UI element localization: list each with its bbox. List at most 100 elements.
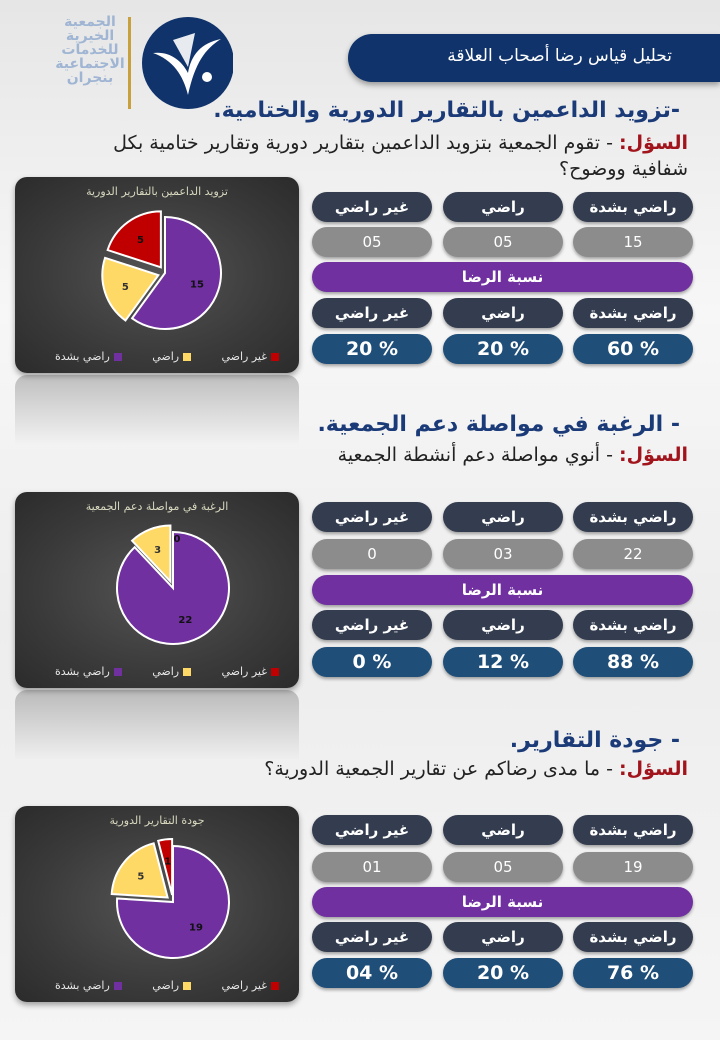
legend-item: راضي bbox=[152, 350, 192, 363]
percent-very-satisfied: % 88 bbox=[573, 647, 693, 677]
pie-data-label: 22 bbox=[178, 615, 192, 626]
logo-emblem-icon bbox=[142, 17, 233, 109]
chart-title: جودة التقارير الدورية bbox=[109, 814, 205, 827]
legend-item: غير راضي bbox=[221, 979, 279, 992]
label-satisfied: راضي bbox=[443, 298, 563, 328]
section-heading: -تزويد الداعمين بالتقارير الدورية والختا… bbox=[213, 98, 680, 123]
count-not-satisfied: 0 bbox=[312, 539, 432, 569]
organization-logo: الجمعية الخيرية للخدمات الاجتماعية بنجرا… bbox=[55, 15, 235, 120]
pie-slice bbox=[116, 530, 230, 645]
chart-title: تزويد الداعمين بالتقارير الدورية bbox=[86, 185, 228, 198]
section-question: السؤل: - أنوي مواصلة دعم أنشطة الجمعية bbox=[60, 442, 688, 468]
legend-label: راضي بشدة bbox=[55, 665, 110, 678]
question-text: - تقوم الجمعية بتزويد الداعمين بتقارير د… bbox=[113, 132, 688, 180]
legend-item: راضي bbox=[152, 979, 192, 992]
pie-data-label: 5 bbox=[137, 235, 144, 246]
logo-line: للخدمات bbox=[61, 42, 119, 58]
legend-label: راضي bbox=[152, 350, 180, 363]
pie-slice bbox=[156, 838, 174, 896]
legend-swatch bbox=[113, 981, 122, 990]
logo-line: الخيرية bbox=[65, 28, 115, 44]
question-text: - أنوي مواصلة دعم أنشطة الجمعية bbox=[337, 444, 613, 466]
question-label: السؤل: bbox=[619, 132, 688, 154]
legend-label: غير راضي bbox=[221, 979, 267, 992]
legend-label: غير راضي bbox=[221, 665, 267, 678]
label-very-satisfied: راضي بشدة bbox=[573, 815, 693, 845]
label-not-satisfied: غير راضي bbox=[312, 610, 432, 640]
label-not-satisfied: غير راضي bbox=[312, 298, 432, 328]
pie-chart-panel: الرغبة في مواصلة دعم الجمعية 22 3 0 راضي ب… bbox=[15, 492, 299, 688]
chart-legend: راضي بشدة راضي غير راضي bbox=[55, 979, 279, 992]
pie-chart-panel: تزويد الداعمين بالتقارير الدورية 15 5 5 را… bbox=[15, 177, 299, 373]
count-not-satisfied: 05 bbox=[312, 227, 432, 257]
percent-very-satisfied: % 60 bbox=[573, 334, 693, 364]
question-label: السؤل: bbox=[619, 444, 688, 466]
pie-slice bbox=[101, 256, 160, 322]
legend-swatch bbox=[113, 667, 122, 676]
satisfaction-ratio-bar: نسبة الرضا bbox=[312, 575, 693, 605]
pie-data-label: 15 bbox=[190, 279, 204, 290]
percent-satisfied: % 20 bbox=[443, 334, 563, 364]
label-satisfied: راضي bbox=[443, 815, 563, 845]
chart-reflection bbox=[15, 375, 299, 445]
legend-item: راضي بشدة bbox=[55, 350, 122, 363]
label-very-satisfied: راضي بشدة bbox=[573, 192, 693, 222]
pie-data-label: 0 bbox=[174, 534, 181, 545]
label-satisfied: راضي bbox=[443, 502, 563, 532]
logo-text: الجمعية الخيرية للخدمات الاجتماعية بنجرا… bbox=[55, 15, 125, 85]
section-heading: - جودة التقارير. bbox=[509, 728, 680, 753]
pie-data-label: 5 bbox=[137, 871, 144, 882]
section-question: السؤل: - تقوم الجمعية بتزويد الداعمين بت… bbox=[60, 130, 688, 182]
legend-label: راضي بشدة bbox=[55, 350, 110, 363]
pie-chart: 22 3 0 bbox=[116, 524, 230, 645]
legend-item: راضي بشدة bbox=[55, 665, 122, 678]
pie-slice bbox=[130, 524, 172, 585]
pie-data-label: 5 bbox=[122, 282, 129, 293]
logo-divider bbox=[128, 17, 131, 109]
legend-swatch bbox=[271, 667, 279, 676]
count-satisfied: 03 bbox=[443, 539, 563, 569]
logo-line: الاجتماعية bbox=[55, 56, 125, 72]
pie-chart-panel: جودة التقارير الدورية 19 5 1 راضي بشدة راض… bbox=[15, 806, 299, 1002]
count-very-satisfied: 15 bbox=[573, 227, 693, 257]
chart-reflection bbox=[15, 690, 299, 760]
label-very-satisfied: راضي بشدة bbox=[573, 610, 693, 640]
label-satisfied: راضي bbox=[443, 192, 563, 222]
legend-swatch bbox=[183, 981, 192, 990]
legend-item: غير راضي bbox=[221, 350, 279, 363]
count-not-satisfied: 01 bbox=[312, 852, 432, 882]
pie-slice bbox=[130, 215, 222, 330]
legend-swatch bbox=[183, 667, 192, 676]
percent-not-satisfied: % 20 bbox=[312, 334, 432, 364]
percent-satisfied: % 12 bbox=[443, 647, 563, 677]
label-satisfied: راضي bbox=[443, 922, 563, 952]
section-heading: - الرغبة في مواصلة دعم الجمعية. bbox=[317, 412, 680, 437]
percent-not-satisfied: % 04 bbox=[312, 958, 432, 988]
satisfaction-ratio-bar: نسبة الرضا bbox=[312, 262, 693, 292]
logo-line: بنجران bbox=[66, 70, 114, 86]
label-not-satisfied: غير راضي bbox=[312, 502, 432, 532]
chart-legend: راضي بشدة راضي غير راضي bbox=[55, 665, 279, 678]
chart-legend: راضي بشدة راضي غير راضي bbox=[55, 350, 279, 363]
label-very-satisfied: راضي بشدة bbox=[573, 502, 693, 532]
header-bar: تحليل قياس رضا أصحاب العلاقة bbox=[348, 34, 720, 82]
legend-swatch bbox=[271, 981, 279, 990]
legend-label: راضي bbox=[152, 665, 180, 678]
pie-slice bbox=[106, 210, 162, 269]
legend-item: غير راضي bbox=[221, 665, 279, 678]
legend-item: راضي bbox=[152, 665, 192, 678]
label-satisfied: راضي bbox=[443, 610, 563, 640]
legend-swatch bbox=[113, 352, 122, 361]
label-not-satisfied: غير راضي bbox=[312, 192, 432, 222]
legend-label: غير راضي bbox=[221, 350, 267, 363]
pie-data-label: 19 bbox=[189, 922, 203, 933]
count-very-satisfied: 22 bbox=[573, 539, 693, 569]
pie-data-label: 3 bbox=[154, 545, 161, 556]
count-satisfied: 05 bbox=[443, 852, 563, 882]
pie-slice bbox=[110, 842, 169, 899]
label-not-satisfied: غير راضي bbox=[312, 922, 432, 952]
chart-title: الرغبة في مواصلة دعم الجمعية bbox=[85, 500, 229, 513]
logo-line: الجمعية bbox=[64, 14, 116, 30]
